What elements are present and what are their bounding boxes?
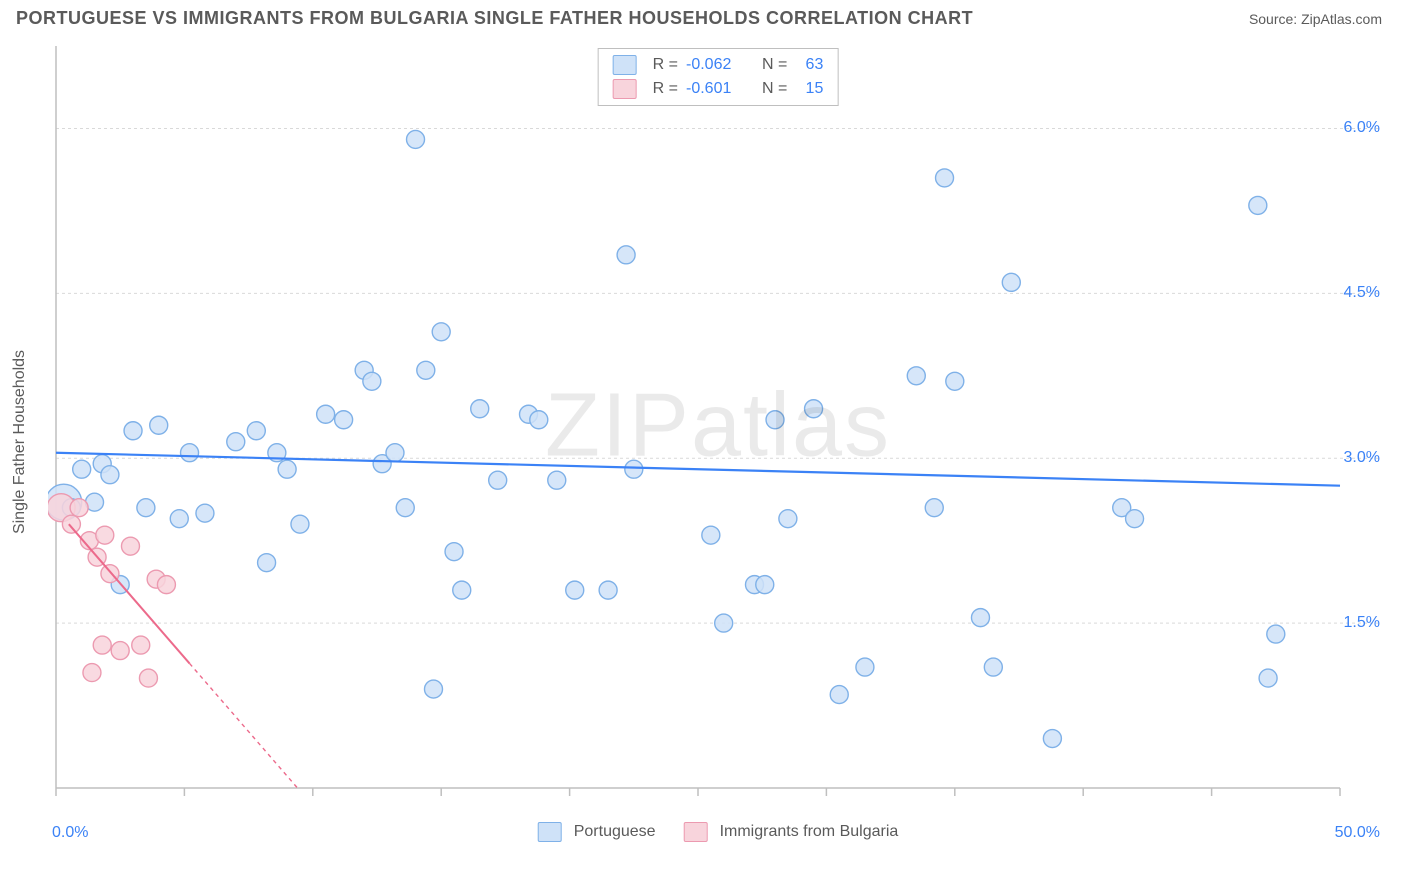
legend-stat-row: R = -0.062 N = 63 — [613, 53, 824, 77]
r-label: R = — [653, 53, 678, 77]
n-value: 15 — [795, 77, 823, 101]
legend-stats-box: R = -0.062 N = 63 R = -0.601 N = 15 — [598, 48, 839, 106]
legend-label: Portuguese — [574, 823, 656, 841]
r-label: R = — [653, 77, 678, 101]
legend-swatch — [613, 79, 637, 99]
y-tick-label: 3.0% — [1344, 449, 1380, 467]
y-tick-label: 1.5% — [1344, 614, 1380, 632]
n-label: N = — [762, 77, 787, 101]
legend-item: Portuguese — [538, 822, 656, 842]
legend-label: Immigrants from Bulgaria — [720, 823, 899, 841]
legend-stat-row: R = -0.601 N = 15 — [613, 77, 824, 101]
r-value: -0.062 — [686, 53, 750, 77]
source-attribution: Source: ZipAtlas.com — [1249, 11, 1382, 27]
chart-container: Single Father Households ZIPatlas R =-0.… — [48, 42, 1388, 842]
x-axis-max-label: 50.0% — [1335, 824, 1380, 842]
y-axis-label: Single Father Households — [11, 350, 29, 534]
n-label: N = — [762, 53, 787, 77]
y-tick-label: 4.5% — [1344, 284, 1380, 302]
legend-swatch — [613, 55, 637, 75]
chart-title: PORTUGUESE VS IMMIGRANTS FROM BULGARIA S… — [16, 8, 973, 29]
n-value: 63 — [795, 53, 823, 77]
legend-series: Portuguese Immigrants from Bulgaria — [538, 822, 899, 842]
scatter-plot — [48, 42, 1388, 842]
legend-item: Immigrants from Bulgaria — [684, 822, 899, 842]
legend-swatch — [538, 822, 562, 842]
r-value: -0.601 — [686, 77, 750, 101]
legend-swatch — [684, 822, 708, 842]
x-axis-min-label: 0.0% — [52, 824, 88, 842]
y-tick-label: 6.0% — [1344, 119, 1380, 137]
